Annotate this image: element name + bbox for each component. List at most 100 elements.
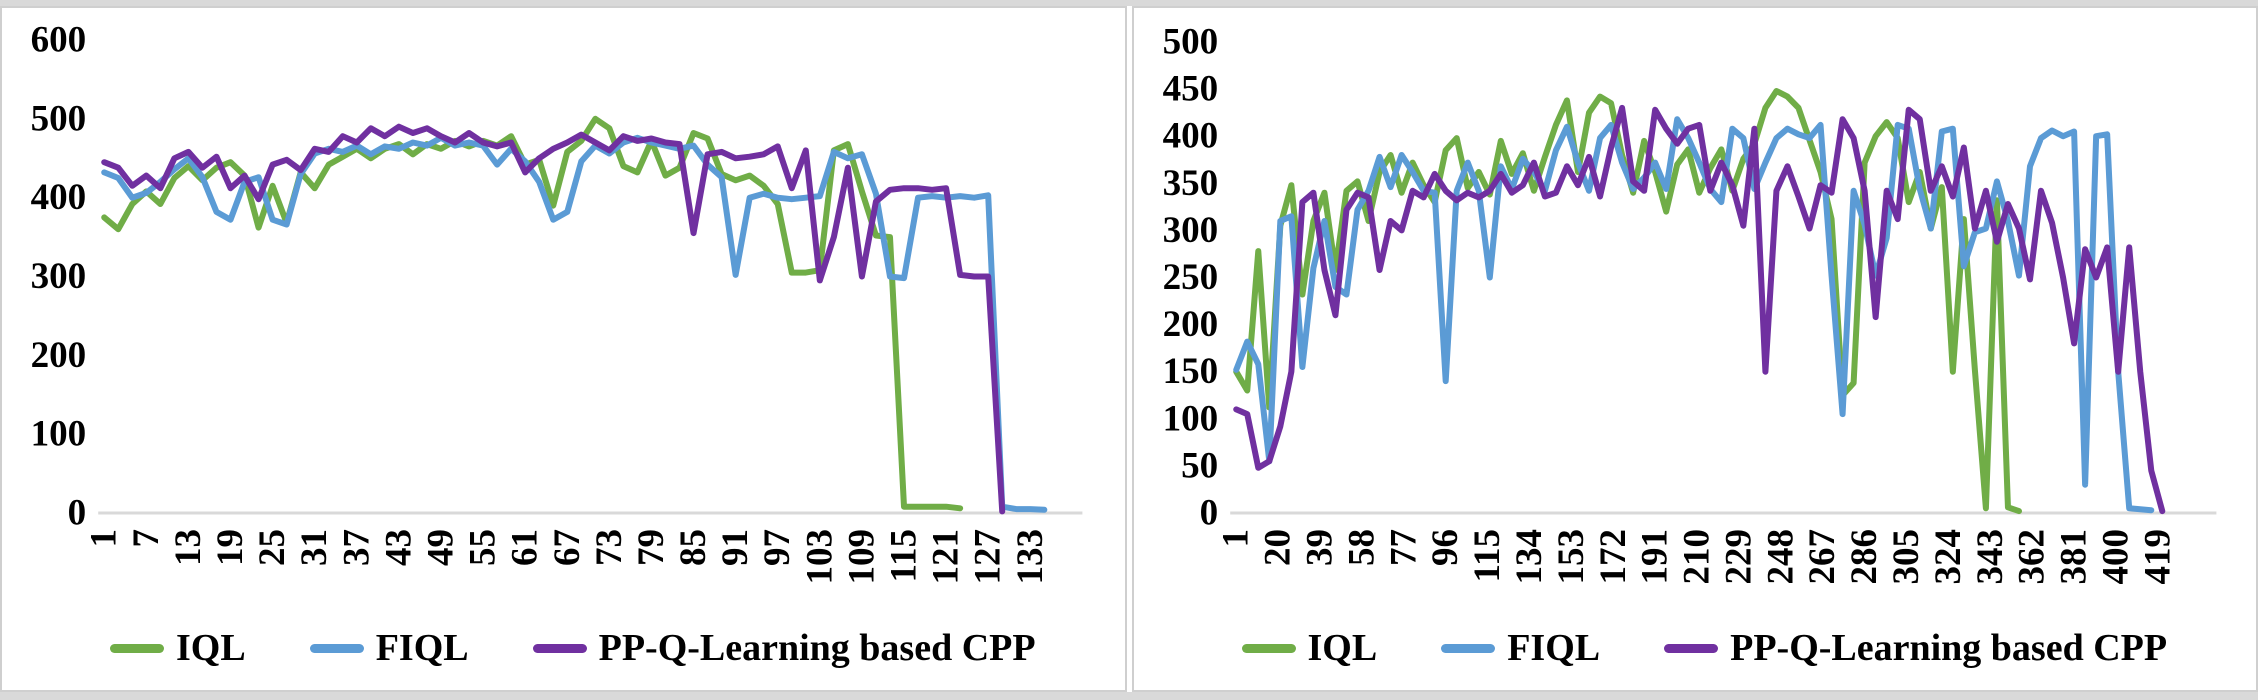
x-tick-label: 7 — [126, 529, 167, 547]
x-tick-label: 85 — [673, 529, 714, 566]
y-tick-label: 0 — [68, 493, 87, 534]
figure-top-border — [0, 0, 2258, 6]
line-chart-left: 0 100 200 300 400 500 600 1 7 13 19 25 31 37 43 49 55 61 6… — [31, 20, 1083, 584]
x-tick-label: 37 — [336, 529, 377, 566]
x-tick-label: 419 — [2137, 529, 2178, 584]
y-tick-label: 400 — [31, 177, 87, 218]
x-tick-label: 1 — [84, 529, 125, 547]
x-tick-label: 115 — [883, 529, 924, 582]
x-tick-label: 97 — [757, 529, 798, 566]
series-fiql — [1232, 116, 2154, 514]
legend-label-iql: IQL — [176, 627, 246, 669]
x-tick-label: 77 — [1383, 529, 1424, 566]
x-axis-tick-labels: 1 20 39 58 77 96 115 134 153 172 191 210 229 248 267 28… — [1215, 529, 2178, 584]
x-tick-label: 362 — [2011, 529, 2052, 584]
x-tick-label: 67 — [547, 529, 588, 566]
x-tick-label: 191 — [1634, 529, 1675, 584]
legend-label-fiql: FIQL — [1507, 627, 1601, 669]
fiql-line-swatch — [309, 643, 364, 653]
x-tick-label: 121 — [926, 529, 967, 584]
y-tick-label: 300 — [31, 256, 87, 297]
legend-item-fiql: FIQL — [309, 626, 469, 670]
y-tick-label: 200 — [31, 335, 87, 376]
fiql-line-swatch — [1441, 643, 1496, 653]
y-tick-label: 350 — [1162, 163, 1218, 204]
x-tick-label: 79 — [631, 529, 672, 566]
y-tick-label: 450 — [1162, 69, 1218, 110]
x-tick-label: 133 — [1010, 529, 1051, 584]
x-tick-label: 210 — [1676, 529, 1717, 584]
chart-panel-left: 0 100 200 300 400 500 600 1 7 13 19 25 31 37 43 49 55 61 6… — [0, 6, 1127, 692]
x-tick-label: 127 — [968, 529, 1009, 584]
series-pp-q-learning-based-cpp — [1232, 104, 2165, 515]
y-tick-label: 500 — [31, 98, 87, 139]
x-tick-label: 49 — [420, 529, 461, 566]
y-axis-tick-labels: 0 100 200 300 400 500 600 — [31, 20, 87, 534]
legend-label-ppq: PP-Q-Learning based CPP — [1730, 627, 2168, 669]
y-tick-label: 50 — [1181, 445, 1218, 486]
y-tick-label: 200 — [1162, 304, 1218, 345]
figure-bottom-border — [0, 692, 2258, 700]
x-tick-label: 267 — [1802, 529, 1843, 584]
x-tick-label: 96 — [1425, 529, 1466, 566]
series-pp-q-learning-based-cpp — [101, 123, 1006, 515]
ppq-line-swatch — [1664, 643, 1719, 653]
legend-item-iql: IQL — [1241, 626, 1378, 670]
x-tick-label: 39 — [1299, 529, 1340, 566]
x-tick-label: 381 — [2053, 529, 2094, 584]
x-tick-label: 134 — [1508, 529, 1549, 584]
x-tick-label: 58 — [1341, 529, 1382, 566]
x-tick-label: 286 — [1844, 529, 1885, 584]
x-tick-label: 109 — [841, 529, 882, 584]
y-tick-label: 250 — [1162, 257, 1218, 298]
legend-left: IQL FIQL PP-Q-Learning based CPP — [110, 626, 1125, 670]
y-tick-label: 500 — [1162, 22, 1218, 63]
y-axis-tick-labels: 0 50 100 150 200 250 300 350 400 450 500 — [1162, 22, 1218, 534]
x-tick-label: 91 — [715, 529, 756, 566]
chart-panels-row: 0 100 200 300 400 500 600 1 7 13 19 25 31 37 43 49 55 61 6… — [0, 6, 2258, 692]
y-tick-label: 100 — [31, 414, 87, 455]
y-tick-label: 400 — [1162, 116, 1218, 157]
x-tick-label: 248 — [1760, 529, 1801, 584]
x-tick-label: 19 — [210, 529, 251, 566]
x-tick-label: 25 — [252, 529, 293, 566]
x-tick-label: 229 — [1718, 529, 1759, 584]
iql-line-swatch — [110, 643, 164, 653]
x-tick-label: 400 — [2095, 529, 2136, 584]
x-tick-label: 31 — [294, 529, 335, 566]
x-tick-label: 43 — [378, 529, 419, 566]
x-tick-label: 55 — [463, 529, 504, 566]
x-tick-label: 20 — [1257, 529, 1298, 566]
x-tick-label: 61 — [505, 529, 546, 566]
x-tick-label: 115 — [1467, 529, 1508, 582]
line-chart-right: 0 50 100 150 200 250 300 350 400 450 500 1 20 39 58 77 9… — [1162, 22, 2216, 584]
x-axis-tick-labels: 1 7 13 19 25 31 37 43 49 55 61 67 73 79 85 91 97 103 109 11… — [84, 529, 1051, 584]
y-tick-label: 0 — [1199, 493, 1218, 534]
x-tick-label: 324 — [1927, 529, 1968, 584]
legend-item-ppq: PP-Q-Learning based CPP — [1664, 626, 2167, 670]
x-tick-label: 172 — [1592, 529, 1633, 584]
series-iql — [101, 115, 964, 512]
legend-item-iql: IQL — [110, 626, 246, 670]
y-tick-label: 100 — [1162, 398, 1218, 439]
y-tick-label: 300 — [1162, 210, 1218, 251]
legend-label-fiql: FIQL — [375, 627, 469, 669]
legend-label-iql: IQL — [1307, 627, 1378, 669]
legend-item-ppq: PP-Q-Learning based CPP — [532, 626, 1036, 670]
x-tick-label: 13 — [168, 529, 209, 566]
legend-label-ppq: PP-Q-Learning based CPP — [598, 627, 1036, 669]
series-fiql — [101, 134, 1048, 513]
legend-right: IQL FIQL PP-Q-Learning based CPP — [1241, 626, 2257, 670]
x-tick-label: 103 — [799, 529, 840, 584]
x-tick-label: 1 — [1215, 529, 1256, 547]
x-tick-label: 153 — [1550, 529, 1591, 584]
ppq-line-swatch — [532, 643, 587, 653]
y-tick-label: 600 — [31, 20, 87, 61]
x-tick-label: 305 — [1885, 529, 1926, 584]
chart-panel-right: 0 50 100 150 200 250 300 350 400 450 500 1 20 39 58 77 9… — [1131, 6, 2258, 692]
x-tick-label: 73 — [589, 529, 630, 566]
y-tick-label: 150 — [1162, 351, 1218, 392]
legend-item-fiql: FIQL — [1441, 626, 1600, 670]
x-tick-label: 343 — [1969, 529, 2010, 584]
